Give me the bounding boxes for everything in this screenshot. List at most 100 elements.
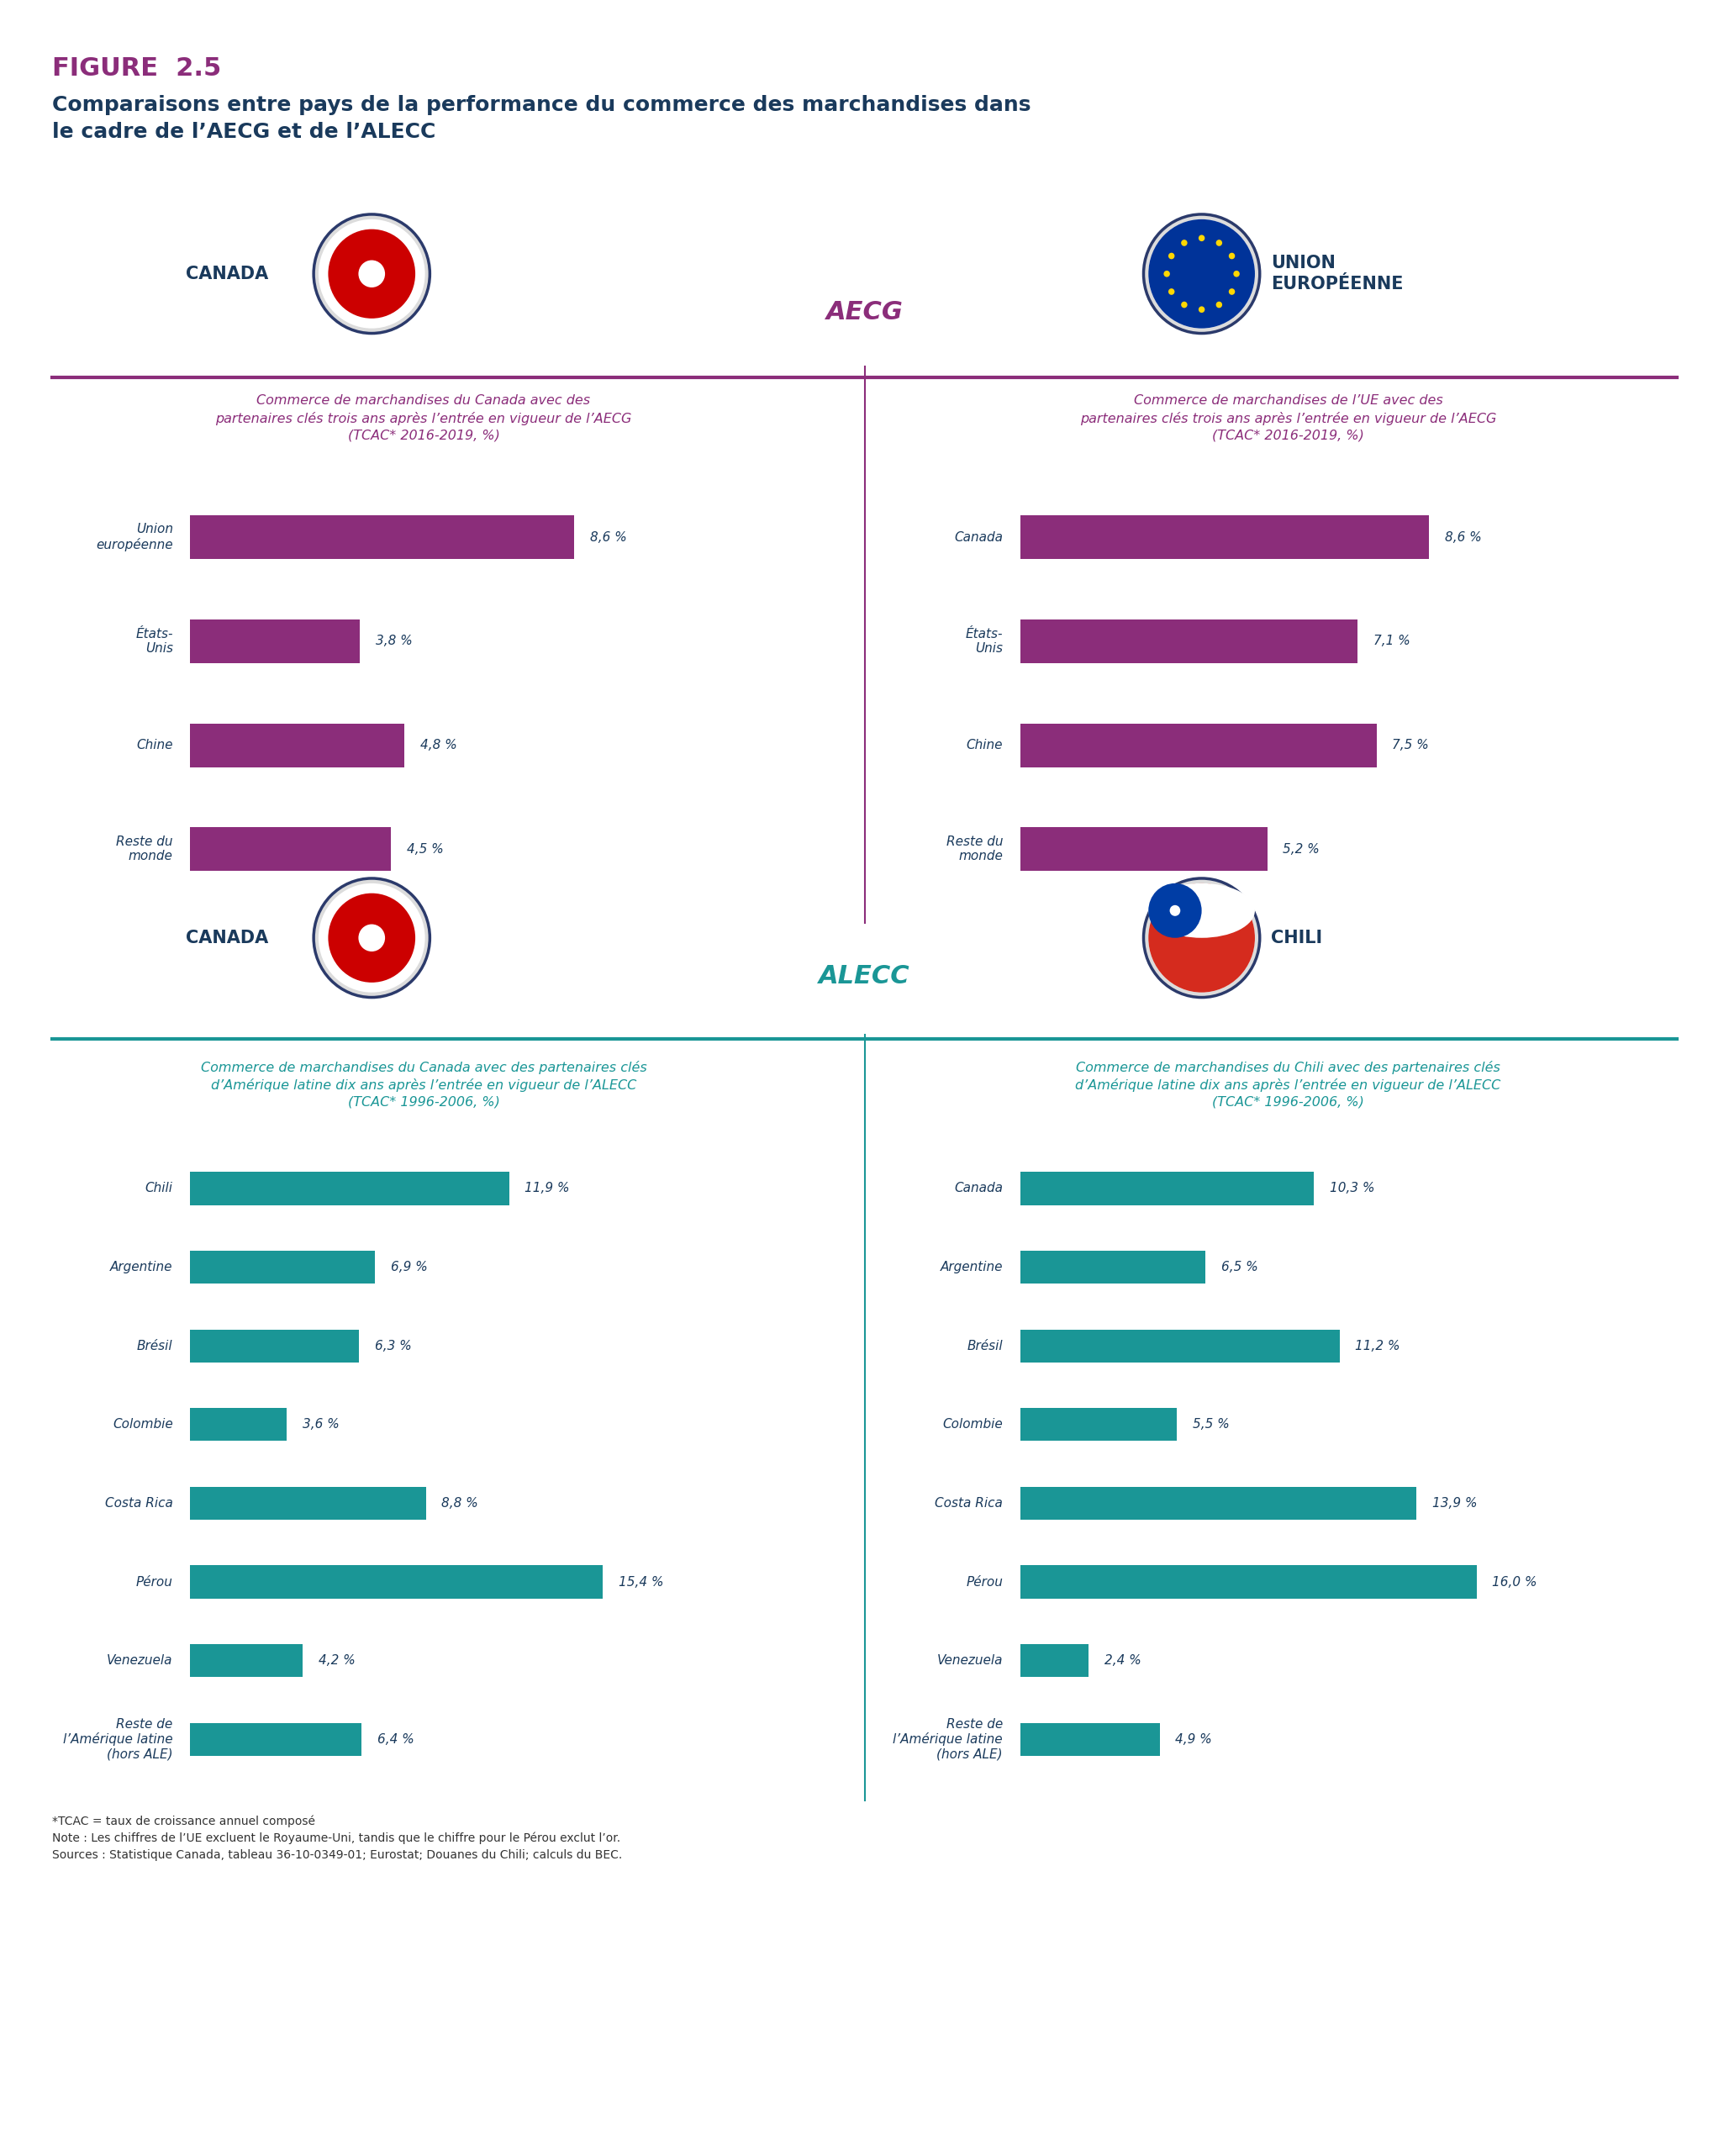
Text: Reste de
l’Amérique latine
(hors ALE): Reste de l’Amérique latine (hors ALE)	[62, 1718, 173, 1761]
Text: Reste de
l’Amérique latine
(hors ALE): Reste de l’Amérique latine (hors ALE)	[892, 1718, 1003, 1761]
Ellipse shape	[329, 229, 415, 319]
Text: CHILI: CHILI	[1271, 929, 1323, 946]
Ellipse shape	[358, 261, 386, 287]
Ellipse shape	[1198, 235, 1205, 241]
Text: 11,9 %: 11,9 %	[524, 1181, 569, 1194]
FancyBboxPatch shape	[190, 515, 574, 558]
Ellipse shape	[1148, 884, 1202, 938]
FancyBboxPatch shape	[190, 1723, 361, 1755]
Text: Venezuela: Venezuela	[937, 1654, 1003, 1667]
Ellipse shape	[329, 893, 415, 983]
Text: 8,8 %: 8,8 %	[441, 1496, 479, 1509]
Ellipse shape	[1148, 884, 1255, 992]
Ellipse shape	[1164, 272, 1171, 276]
Text: 5,5 %: 5,5 %	[1193, 1419, 1229, 1432]
Text: 6,3 %: 6,3 %	[375, 1339, 412, 1352]
Ellipse shape	[1148, 220, 1255, 328]
Text: 8,6 %: 8,6 %	[1444, 530, 1482, 543]
Text: Commerce de marchandises du Chili avec des partenaires clés
d’Amérique latine di: Commerce de marchandises du Chili avec d…	[1075, 1061, 1501, 1108]
Text: 4,5 %: 4,5 %	[406, 843, 444, 856]
Text: Comparaisons entre pays de la performance du commerce des marchandises dans
le c: Comparaisons entre pays de la performanc…	[52, 95, 1030, 142]
Text: Colombie: Colombie	[942, 1419, 1003, 1432]
Text: Union
européenne: Union européenne	[95, 524, 173, 552]
Text: Argentine: Argentine	[111, 1261, 173, 1274]
Ellipse shape	[1215, 239, 1222, 246]
Text: 15,4 %: 15,4 %	[619, 1576, 664, 1589]
Text: ALECC: ALECC	[820, 964, 909, 990]
Text: Brésil: Brésil	[137, 1339, 173, 1352]
Text: 6,9 %: 6,9 %	[391, 1261, 427, 1274]
Text: Chili: Chili	[145, 1181, 173, 1194]
Text: 13,9 %: 13,9 %	[1432, 1496, 1477, 1509]
Text: 4,9 %: 4,9 %	[1176, 1733, 1212, 1746]
Text: UNION
EUROPÉENNE: UNION EUROPÉENNE	[1271, 254, 1404, 293]
Text: FIGURE  2.5: FIGURE 2.5	[52, 56, 221, 80]
Text: Pérou: Pérou	[967, 1576, 1003, 1589]
Ellipse shape	[1148, 220, 1255, 328]
Ellipse shape	[1181, 302, 1188, 308]
Text: 7,5 %: 7,5 %	[1392, 740, 1430, 752]
FancyBboxPatch shape	[1020, 619, 1357, 664]
Ellipse shape	[318, 220, 425, 328]
Text: AECG: AECG	[826, 300, 903, 326]
Text: 3,6 %: 3,6 %	[303, 1419, 339, 1432]
Text: Reste du
monde: Reste du monde	[116, 837, 173, 862]
Text: Brésil: Brésil	[967, 1339, 1003, 1352]
FancyBboxPatch shape	[190, 1250, 375, 1283]
Text: Pérou: Pérou	[137, 1576, 173, 1589]
FancyBboxPatch shape	[1020, 722, 1376, 768]
Ellipse shape	[1233, 272, 1240, 276]
FancyBboxPatch shape	[190, 619, 360, 664]
Text: États-
Unis: États- Unis	[965, 627, 1003, 655]
Ellipse shape	[1229, 252, 1235, 259]
FancyBboxPatch shape	[190, 722, 405, 768]
Ellipse shape	[1198, 306, 1205, 313]
Ellipse shape	[313, 877, 431, 998]
Text: Chine: Chine	[137, 740, 173, 752]
Text: 3,8 %: 3,8 %	[375, 634, 412, 647]
Ellipse shape	[358, 925, 386, 951]
Text: 16,0 %: 16,0 %	[1492, 1576, 1537, 1589]
Text: 11,2 %: 11,2 %	[1356, 1339, 1400, 1352]
FancyBboxPatch shape	[1020, 515, 1428, 558]
Text: États-
Unis: États- Unis	[135, 627, 173, 655]
Ellipse shape	[1143, 213, 1260, 334]
FancyBboxPatch shape	[1020, 1565, 1477, 1598]
Text: 2,4 %: 2,4 %	[1105, 1654, 1141, 1667]
FancyBboxPatch shape	[1020, 1488, 1416, 1520]
Ellipse shape	[1148, 884, 1255, 992]
Ellipse shape	[318, 884, 425, 992]
Text: Colombie: Colombie	[112, 1419, 173, 1432]
FancyBboxPatch shape	[1020, 1330, 1340, 1363]
Ellipse shape	[1169, 289, 1174, 295]
Text: CANADA: CANADA	[185, 929, 268, 946]
Text: 4,8 %: 4,8 %	[420, 740, 456, 752]
Text: Commerce de marchandises de l’UE avec des
partenaires clés trois ans après l’ent: Commerce de marchandises de l’UE avec de…	[1081, 395, 1496, 442]
Text: 4,2 %: 4,2 %	[318, 1654, 354, 1667]
FancyBboxPatch shape	[190, 1488, 425, 1520]
FancyBboxPatch shape	[1020, 1645, 1089, 1677]
FancyBboxPatch shape	[1020, 828, 1267, 871]
Text: Canada: Canada	[954, 1181, 1003, 1194]
FancyBboxPatch shape	[190, 1330, 360, 1363]
Text: 8,6 %: 8,6 %	[590, 530, 626, 543]
Text: Argentine: Argentine	[941, 1261, 1003, 1274]
Text: CANADA: CANADA	[185, 265, 268, 282]
Text: 5,2 %: 5,2 %	[1283, 843, 1319, 856]
Ellipse shape	[1181, 239, 1188, 246]
Ellipse shape	[1148, 884, 1255, 938]
Text: 6,5 %: 6,5 %	[1221, 1261, 1259, 1274]
Text: *TCAC = taux de croissance annuel composé
Note : Les chiffres de l’UE excluent l: *TCAC = taux de croissance annuel compos…	[52, 1815, 622, 1861]
Text: 10,3 %: 10,3 %	[1330, 1181, 1375, 1194]
FancyBboxPatch shape	[190, 1645, 303, 1677]
FancyBboxPatch shape	[1020, 1173, 1314, 1205]
FancyBboxPatch shape	[190, 828, 391, 871]
Text: Chine: Chine	[967, 740, 1003, 752]
Text: Canada: Canada	[954, 530, 1003, 543]
Text: 6,4 %: 6,4 %	[377, 1733, 413, 1746]
Ellipse shape	[1171, 906, 1181, 916]
Text: Commerce de marchandises du Canada avec des
partenaires clés trois ans après l’e: Commerce de marchandises du Canada avec …	[216, 395, 631, 442]
Text: 7,1 %: 7,1 %	[1373, 634, 1411, 647]
FancyBboxPatch shape	[190, 1565, 603, 1598]
FancyBboxPatch shape	[1020, 1408, 1177, 1440]
